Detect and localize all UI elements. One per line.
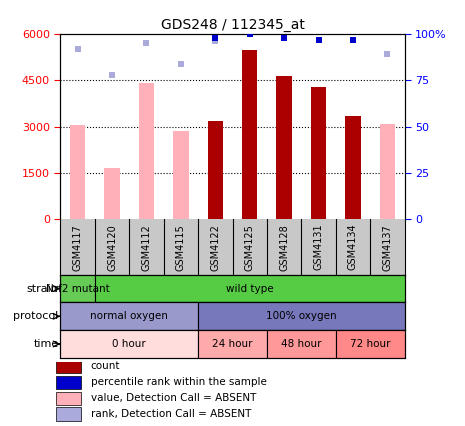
Bar — [60, 302, 198, 330]
Text: GSM4115: GSM4115 — [176, 224, 186, 271]
Text: GSM4125: GSM4125 — [245, 224, 255, 271]
Text: protocol: protocol — [13, 311, 59, 321]
Bar — [60, 330, 198, 358]
Bar — [173, 131, 189, 219]
Bar — [267, 330, 336, 358]
Text: value, Detection Call = ABSENT: value, Detection Call = ABSENT — [91, 394, 256, 403]
FancyBboxPatch shape — [56, 360, 81, 373]
Bar — [198, 302, 405, 330]
Text: GSM4120: GSM4120 — [107, 224, 117, 271]
Point — [280, 35, 288, 41]
Point — [177, 60, 185, 67]
Bar — [242, 49, 258, 219]
Bar — [207, 121, 223, 219]
Text: GSM4112: GSM4112 — [141, 224, 152, 271]
Text: 24 hour: 24 hour — [212, 339, 253, 349]
Point — [74, 46, 81, 52]
Text: percentile rank within the sample: percentile rank within the sample — [91, 377, 266, 387]
Text: wild type: wild type — [226, 284, 273, 294]
Text: GSM4137: GSM4137 — [382, 224, 392, 271]
Point — [108, 72, 116, 78]
FancyBboxPatch shape — [56, 376, 81, 389]
Point — [315, 36, 322, 43]
FancyBboxPatch shape — [56, 392, 81, 405]
Text: rank, Detection Call = ABSENT: rank, Detection Call = ABSENT — [91, 409, 251, 419]
Text: 100% oxygen: 100% oxygen — [266, 311, 337, 321]
Text: GSM4122: GSM4122 — [210, 224, 220, 271]
Bar — [336, 330, 405, 358]
Text: Nrf2 mutant: Nrf2 mutant — [46, 284, 110, 294]
Text: time: time — [33, 339, 59, 349]
Bar — [345, 116, 361, 219]
Text: 0 hour: 0 hour — [113, 339, 146, 349]
Point — [212, 38, 219, 45]
Text: GSM4131: GSM4131 — [313, 224, 324, 271]
Text: count: count — [91, 361, 120, 371]
Bar — [60, 275, 95, 302]
Bar — [276, 76, 292, 219]
Point — [349, 36, 357, 43]
Bar — [104, 168, 120, 219]
Title: GDS248 / 112345_at: GDS248 / 112345_at — [160, 17, 305, 32]
Bar — [198, 330, 267, 358]
Text: 48 hour: 48 hour — [281, 339, 322, 349]
Point — [212, 35, 219, 41]
Text: 72 hour: 72 hour — [350, 339, 391, 349]
Bar — [139, 83, 154, 219]
Text: GSM4134: GSM4134 — [348, 224, 358, 271]
Bar — [70, 125, 86, 219]
Text: GSM4117: GSM4117 — [73, 224, 83, 271]
Bar — [379, 124, 395, 219]
Text: strain: strain — [27, 284, 59, 294]
FancyBboxPatch shape — [56, 407, 81, 420]
Point — [143, 40, 150, 47]
Point — [384, 51, 391, 58]
Bar — [311, 86, 326, 219]
Text: GSM4128: GSM4128 — [279, 224, 289, 271]
Text: normal oxygen: normal oxygen — [90, 311, 168, 321]
Point — [246, 31, 253, 37]
